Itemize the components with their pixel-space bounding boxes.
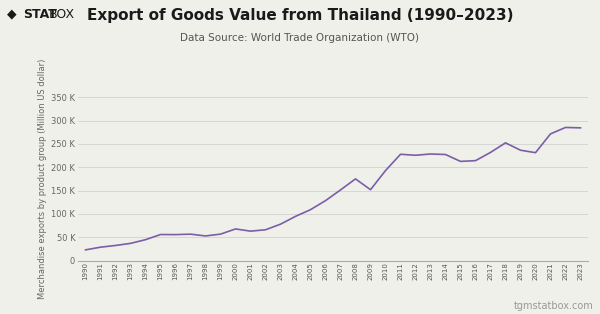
Text: ◆: ◆ — [7, 8, 17, 21]
Y-axis label: Merchandise exports by product group (Million US dollar): Merchandise exports by product group (Mi… — [38, 59, 47, 299]
Text: Data Source: World Trade Organization (WTO): Data Source: World Trade Organization (W… — [181, 33, 419, 43]
Text: BOX: BOX — [49, 8, 76, 21]
Text: Export of Goods Value from Thailand (1990–2023): Export of Goods Value from Thailand (199… — [87, 8, 513, 23]
Text: tgmstatbox.com: tgmstatbox.com — [514, 301, 594, 311]
Text: STAT: STAT — [23, 8, 56, 21]
